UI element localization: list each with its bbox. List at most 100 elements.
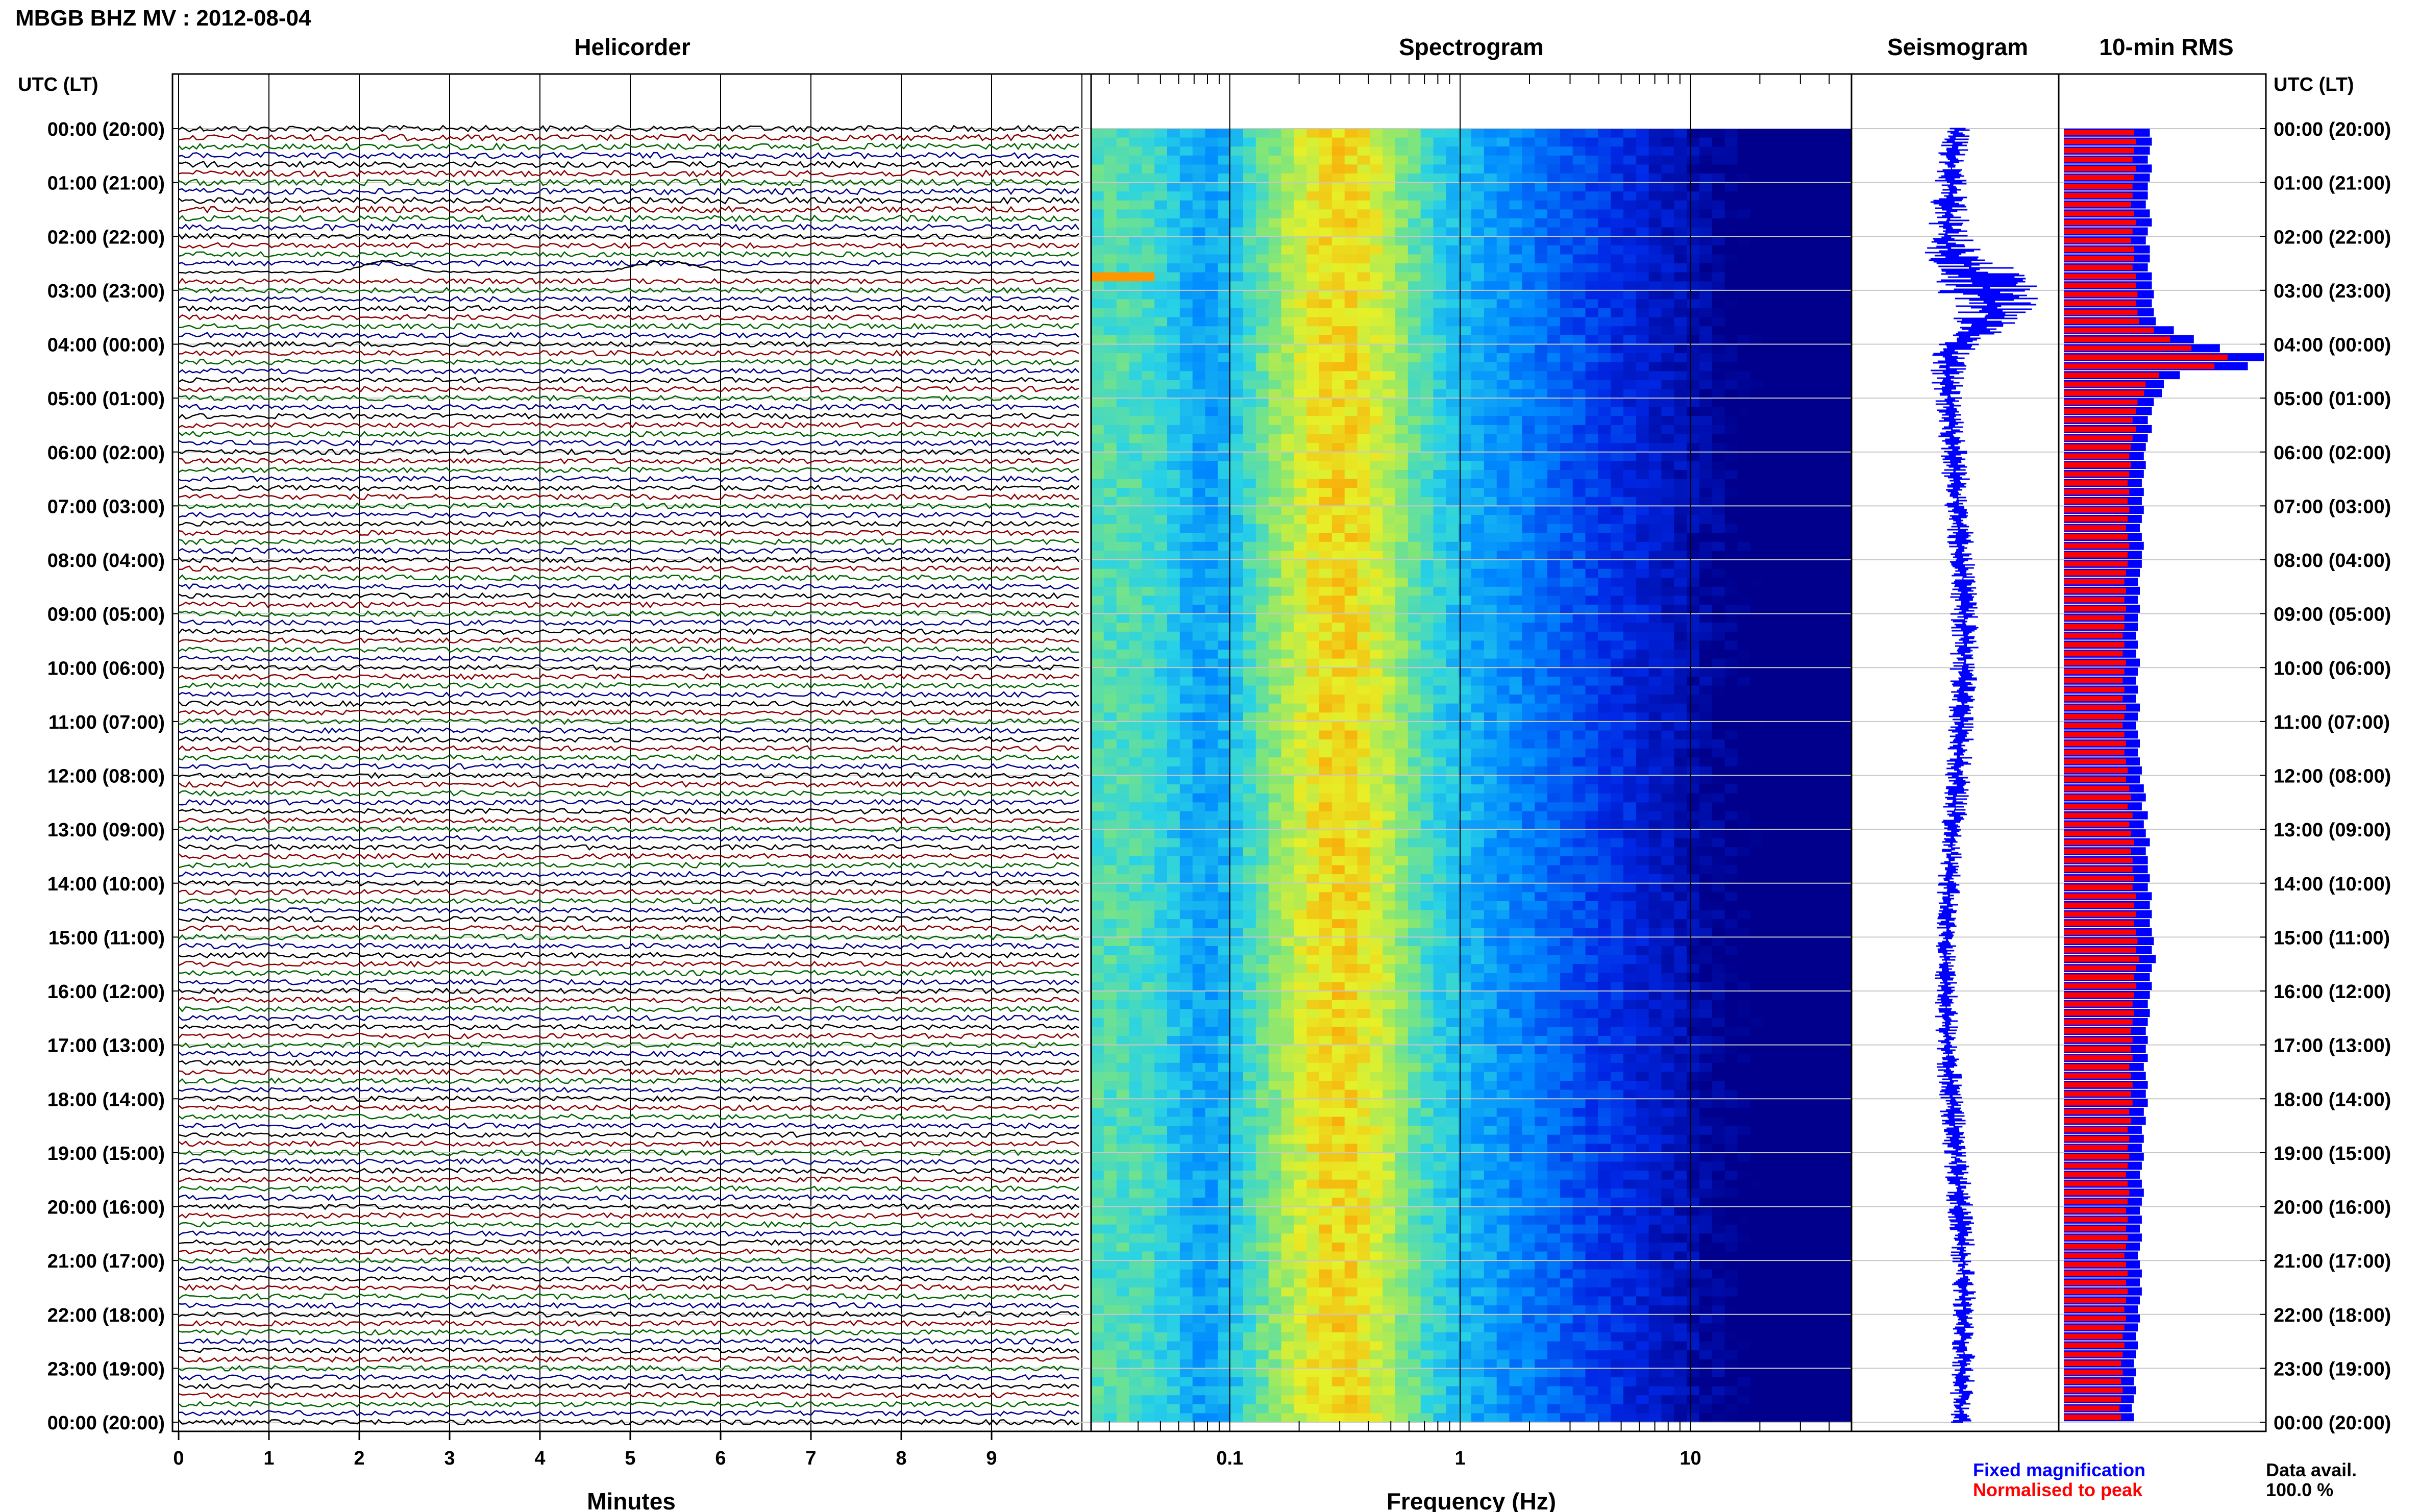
helicorder-trace xyxy=(178,502,1079,510)
rms-bar-normalised xyxy=(2064,1037,2133,1043)
helicorder-trace xyxy=(178,529,1079,536)
seismogram-trace xyxy=(1925,128,2038,1423)
helicorder-trace xyxy=(178,943,1079,950)
rms-bar-normalised xyxy=(2064,399,2138,405)
helicorder-trace xyxy=(178,1248,1079,1255)
helicorder-trace xyxy=(178,1185,1079,1193)
helicorder-trace xyxy=(178,538,1079,546)
helicorder-trace xyxy=(178,655,1079,662)
helicorder-trace xyxy=(178,799,1079,806)
rms-bar-normalised xyxy=(2064,336,2170,342)
helicorder-trace xyxy=(178,637,1079,645)
helicorder-trace xyxy=(178,1113,1079,1121)
helicorder-trace xyxy=(178,1329,1079,1336)
rms-bar-normalised xyxy=(2064,830,2131,836)
frequency-tick-label: 10 xyxy=(1680,1448,1701,1469)
helicorder-trace xyxy=(178,709,1079,716)
helicorder-trace xyxy=(178,133,1079,142)
rms-bar-normalised xyxy=(2064,668,2125,675)
helicorder-trace xyxy=(178,547,1079,555)
time-tick-right: 21:00 (17:00) xyxy=(2274,1251,2391,1272)
minutes-axis-label: Minutes xyxy=(587,1488,676,1512)
helicorder-trace xyxy=(178,404,1079,411)
rms-bar-normalised xyxy=(2064,1118,2131,1124)
station-title: MBGB BHZ MV : 2012-08-04 xyxy=(15,6,311,31)
helicorder-trace xyxy=(178,996,1079,1004)
helicorder-trace xyxy=(178,1392,1079,1399)
rms-bar-normalised xyxy=(2064,327,2154,333)
rms-bar-normalised xyxy=(2064,1001,2133,1007)
time-tick-left: 05:00 (01:00) xyxy=(47,388,165,410)
minute-tick-label: 3 xyxy=(444,1448,455,1469)
helicorder-trace xyxy=(178,242,1079,249)
rms-bar-normalised xyxy=(2064,705,2126,710)
rms-frame xyxy=(2058,73,2267,1432)
rms-bar-normalised xyxy=(2064,1019,2133,1025)
helicorder-trace xyxy=(178,1149,1079,1156)
rms-bar-normalised xyxy=(2064,408,2136,414)
rms-title: 10-min RMS xyxy=(2099,34,2233,60)
time-tick-right: 12:00 (08:00) xyxy=(2274,766,2391,787)
rms-bar-normalised xyxy=(2064,1370,2123,1375)
minute-tick-label: 7 xyxy=(805,1448,816,1469)
rms-bar-normalised xyxy=(2064,363,2215,369)
helicorder-trace xyxy=(178,763,1079,770)
time-tick-right: 02:00 (22:00) xyxy=(2274,227,2391,248)
time-tick-left: 22:00 (18:00) xyxy=(47,1305,165,1326)
rms-bar-normalised xyxy=(2064,516,2128,522)
time-tick-left: 01:00 (21:00) xyxy=(47,173,165,194)
helicorder-title: Helicorder xyxy=(574,34,690,60)
helicorder-trace xyxy=(178,1347,1079,1354)
helicorder-trace xyxy=(178,1337,1079,1345)
helicorder-trace xyxy=(178,358,1079,366)
rms-bar-normalised xyxy=(2064,1181,2128,1186)
data-avail-label: Data avail. xyxy=(2266,1459,2357,1480)
rms-bar-normalised xyxy=(2064,785,2130,791)
helicorder-trace xyxy=(178,340,1079,348)
rms-bar-normalised xyxy=(2064,561,2128,567)
helicorder-trace xyxy=(178,691,1079,698)
helicorder-trace xyxy=(178,1284,1079,1291)
time-tick-right: 17:00 (13:00) xyxy=(2274,1035,2391,1057)
helicorder-trace xyxy=(178,1005,1079,1012)
helicorder-trace xyxy=(178,511,1079,518)
helicorder-trace xyxy=(178,493,1079,501)
rms-bar-normalised xyxy=(2064,166,2136,171)
rms-bar-normalised xyxy=(2064,184,2133,189)
helicorder-trace xyxy=(178,1104,1079,1111)
rms-bar-normalised xyxy=(2064,795,2131,800)
helicorder-trace xyxy=(178,1239,1079,1246)
time-tick-left: 20:00 (16:00) xyxy=(47,1197,165,1219)
rms-bar-normalised xyxy=(2064,750,2125,755)
rms-bar-normalised xyxy=(2064,1091,2131,1097)
rms-bar-normalised xyxy=(2064,1360,2121,1366)
time-axis-ticks: 00:00 (20:00) 00:00 (20:00) 01:00 (21:00) 0… xyxy=(47,119,2391,1434)
minute-tick-label: 9 xyxy=(986,1448,997,1469)
helicorder-trace xyxy=(178,1212,1079,1219)
helicorder-trace xyxy=(178,520,1079,528)
rms-bar-normalised xyxy=(2064,1405,2120,1411)
time-tick-left: 06:00 (02:00) xyxy=(47,442,165,464)
rms-bar-normalised xyxy=(2064,373,2159,378)
rms-bar-normalised xyxy=(2064,1127,2128,1133)
rms-bar-normalised xyxy=(2064,1073,2131,1079)
rms-bar-normalised xyxy=(2064,1064,2130,1070)
rms-bar-normalised xyxy=(2064,857,2133,863)
rms-bar-normalised xyxy=(2064,713,2125,720)
rms-bar-normalised xyxy=(2064,938,2138,944)
helicorder-trace xyxy=(178,1077,1079,1084)
rms-bar-normalised xyxy=(2064,678,2123,684)
helicorder-trace xyxy=(178,385,1079,393)
helicorder-trace xyxy=(178,835,1079,842)
helicorder-trace xyxy=(178,332,1079,339)
time-tick-right: 04:00 (00:00) xyxy=(2274,335,2391,356)
helicorder-trace xyxy=(178,278,1079,285)
helicorder-trace xyxy=(178,223,1080,232)
minute-tick-label: 8 xyxy=(896,1448,906,1469)
helicorder-trace xyxy=(178,1086,1079,1094)
helicorder-trace xyxy=(178,1230,1079,1237)
helicorder-trace xyxy=(178,1257,1079,1264)
helicorder-trace xyxy=(178,1176,1079,1183)
helicorder-trace xyxy=(178,1401,1079,1408)
helicorder-trace xyxy=(178,214,1079,222)
